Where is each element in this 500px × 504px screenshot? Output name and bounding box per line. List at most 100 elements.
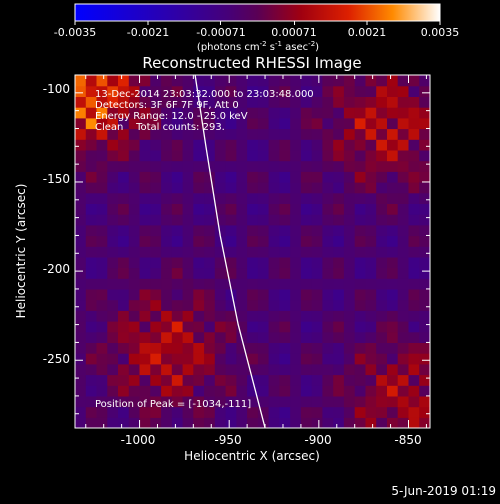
heatmap-cell xyxy=(257,235,270,247)
heatmap-cell xyxy=(150,331,162,343)
heatmap-cell xyxy=(376,310,388,322)
heatmap-cell xyxy=(161,107,173,119)
heatmap-cell xyxy=(204,417,216,428)
heatmap-cell xyxy=(376,182,388,194)
heatmap-cell xyxy=(236,107,248,119)
heatmap-cell xyxy=(354,128,367,140)
heatmap-cell xyxy=(365,331,377,343)
heatmap-cell xyxy=(118,96,130,108)
heatmap-cell xyxy=(365,417,377,428)
heatmap-cell xyxy=(85,203,98,215)
heatmap-cell xyxy=(171,310,184,322)
heatmap-cell xyxy=(408,321,420,333)
heatmap-cell xyxy=(214,342,227,354)
heatmap-cell xyxy=(225,278,237,290)
heatmap-cell xyxy=(161,299,173,311)
heatmap-cell xyxy=(290,149,302,162)
heatmap-cell xyxy=(150,321,162,333)
heatmap-cell xyxy=(365,85,377,97)
heatmap-cell xyxy=(322,321,334,333)
heatmap-cell xyxy=(182,75,194,87)
heatmap-cell xyxy=(182,96,194,108)
heatmap-cell xyxy=(408,331,420,343)
heatmap-cell xyxy=(290,192,302,204)
heatmap-cell xyxy=(290,203,302,215)
heatmap-cell xyxy=(365,203,377,215)
heatmap-cell xyxy=(365,363,377,376)
heatmap-cell xyxy=(247,321,259,333)
heatmap-cell xyxy=(268,278,280,290)
heatmap-cell xyxy=(193,171,205,183)
heatmap-cell xyxy=(247,246,259,258)
heatmap-cell xyxy=(343,385,356,397)
heatmap-cell xyxy=(96,310,108,322)
heatmap-cell xyxy=(408,406,420,418)
heatmap-cell xyxy=(236,395,248,408)
heatmap-cell xyxy=(182,107,194,119)
heatmap-cell xyxy=(236,214,248,226)
y-tick-label: -250 xyxy=(43,352,70,366)
heatmap-cell xyxy=(96,278,108,290)
heatmap-cell xyxy=(257,171,270,183)
heatmap-cell xyxy=(279,374,291,386)
heatmap-cell xyxy=(300,310,313,322)
heatmap-cell xyxy=(75,75,87,87)
heatmap-cell xyxy=(365,353,377,365)
heatmap-cell xyxy=(193,288,205,301)
heatmap-cell xyxy=(85,406,98,418)
heatmap-cell xyxy=(279,160,291,172)
heatmap-cell xyxy=(268,374,280,386)
heatmap-cell xyxy=(150,395,162,408)
heatmap-cell xyxy=(161,75,173,87)
heatmap-cell xyxy=(419,235,430,247)
heatmap-cell xyxy=(75,214,87,226)
heatmap-cell xyxy=(268,96,280,108)
heatmap-cell xyxy=(387,374,399,386)
heatmap-cell xyxy=(333,182,345,194)
heatmap-cell xyxy=(322,288,334,301)
heatmap-cell xyxy=(139,107,151,119)
heatmap-cell xyxy=(171,160,184,172)
heatmap-cell xyxy=(387,139,399,151)
heatmap-cell xyxy=(85,96,98,108)
heatmap-cell xyxy=(354,288,367,301)
heatmap-cell xyxy=(139,363,151,376)
heatmap-cell xyxy=(161,85,173,97)
heatmap-cell xyxy=(300,267,313,279)
heatmap-cell xyxy=(225,246,237,258)
heatmap-cell xyxy=(376,406,388,418)
heatmap-cell xyxy=(204,385,216,397)
heatmap-cell xyxy=(161,171,173,183)
heatmap-cell xyxy=(85,235,98,247)
heatmap-cell xyxy=(311,160,324,172)
heatmap-cell xyxy=(354,299,367,311)
heatmap-cell xyxy=(139,203,151,215)
heatmap-cell xyxy=(279,171,291,183)
heatmap-cell xyxy=(193,107,205,119)
heatmap-cell xyxy=(419,171,430,183)
heatmap-cell xyxy=(322,107,334,119)
heatmap-cell xyxy=(387,203,399,215)
heatmap-cell xyxy=(290,395,302,408)
heatmap-cell xyxy=(376,267,388,279)
peak-position-label: Position of Peak = [-1034,-111] xyxy=(95,399,251,410)
heatmap-cell xyxy=(128,96,141,108)
heatmap-cell xyxy=(354,246,367,258)
heatmap-cell xyxy=(397,75,410,87)
heatmap-cell xyxy=(128,182,141,194)
heatmap-cell xyxy=(107,417,119,428)
heatmap-cell xyxy=(139,288,151,301)
heatmap-cell xyxy=(376,256,388,269)
heatmap-cell xyxy=(397,342,410,354)
heatmap-cell xyxy=(96,246,108,258)
heatmap-cell xyxy=(107,96,119,108)
heatmap-cell xyxy=(214,353,227,365)
heatmap-cell xyxy=(343,288,356,301)
heatmap-cell xyxy=(139,246,151,258)
heatmap-cell xyxy=(150,267,162,279)
heatmap-cell xyxy=(268,299,280,311)
heatmap-cell xyxy=(387,342,399,354)
heatmap-cell xyxy=(204,299,216,311)
heatmap-cell xyxy=(290,267,302,279)
heatmap-cell xyxy=(107,363,119,376)
